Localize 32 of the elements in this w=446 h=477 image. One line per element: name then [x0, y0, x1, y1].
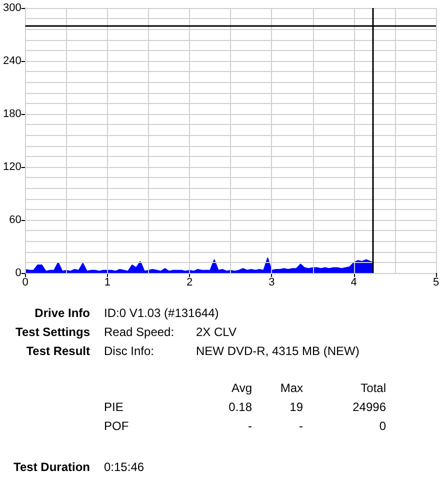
y-tick-label: 60: [9, 214, 22, 226]
text: PIE: [104, 400, 124, 414]
x-tick-label: 3: [268, 276, 275, 288]
text: NEW DVD-R, 4315 MB (NEW): [196, 344, 360, 358]
x-tick-label: 1: [104, 276, 111, 288]
text: ID:0 V1.03 (#131644): [104, 306, 219, 320]
text: 24996: [352, 400, 386, 414]
y-tick-label: 180: [2, 108, 22, 120]
text: 19: [290, 400, 304, 414]
text: Test Result: [26, 344, 90, 358]
text: Avg: [232, 381, 252, 395]
x-tick-label: 4: [350, 276, 357, 288]
text: 0: [379, 419, 386, 433]
text: 2X CLV: [196, 325, 236, 339]
text: Read Speed:: [104, 325, 174, 339]
x-tick-label: 5: [432, 276, 440, 288]
text: Test Settings: [16, 325, 90, 339]
text: Total: [360, 381, 386, 395]
text: Drive Info: [34, 306, 90, 320]
text: POF: [104, 419, 129, 433]
text: 0:15:46: [104, 460, 144, 474]
y-tick-label: 120: [2, 161, 22, 173]
x-tick-label: 2: [186, 276, 193, 288]
y-tick-label: 0: [15, 267, 22, 279]
text: Max: [280, 381, 303, 395]
text: Disc Info:: [104, 344, 154, 358]
text: 0.18: [228, 400, 252, 414]
y-tick-label: 300: [2, 2, 22, 14]
text: Test Duration: [14, 460, 90, 474]
y-tick-label: 240: [2, 55, 22, 67]
text: -: [248, 419, 252, 433]
text: -: [299, 419, 303, 433]
